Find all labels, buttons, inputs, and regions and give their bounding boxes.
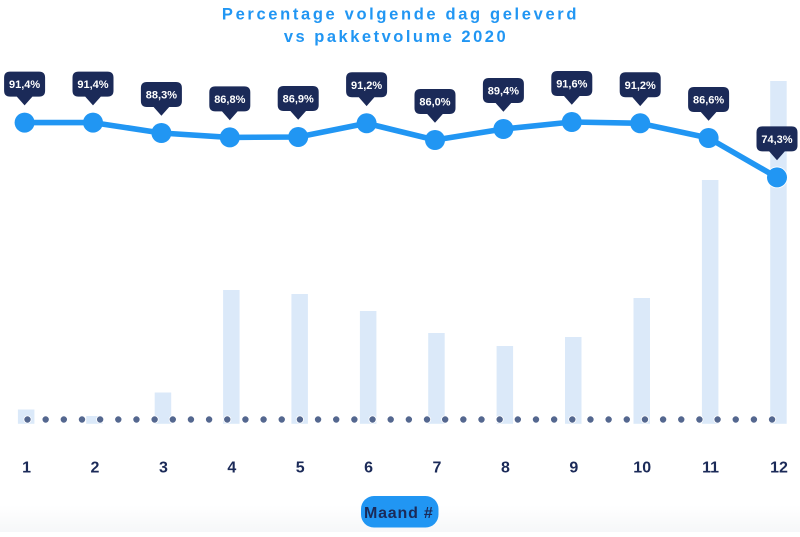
svg-text:8: 8 xyxy=(501,460,510,477)
svg-text:91,6%: 91,6% xyxy=(556,79,587,91)
svg-text:89,4%: 89,4% xyxy=(488,86,519,98)
svg-text:74,3%: 74,3% xyxy=(761,134,792,146)
svg-text:6: 6 xyxy=(364,460,373,477)
svg-text:5: 5 xyxy=(296,460,305,477)
svg-text:4: 4 xyxy=(227,460,236,477)
svg-text:91,4%: 91,4% xyxy=(9,79,40,91)
svg-text:91,4%: 91,4% xyxy=(77,79,108,91)
svg-text:9: 9 xyxy=(569,460,578,477)
svg-text:10: 10 xyxy=(633,460,651,477)
svg-text:86,9%: 86,9% xyxy=(283,94,314,106)
svg-text:12: 12 xyxy=(770,460,788,477)
svg-text:86,8%: 86,8% xyxy=(214,94,245,106)
svg-text:7: 7 xyxy=(433,460,442,477)
svg-text:2: 2 xyxy=(91,460,100,477)
svg-text:Maand #: Maand # xyxy=(364,505,434,522)
svg-text:3: 3 xyxy=(159,460,168,477)
svg-text:vs pakketvolume 2020: vs pakketvolume 2020 xyxy=(284,28,508,46)
svg-text:91,2%: 91,2% xyxy=(351,80,382,92)
svg-text:11: 11 xyxy=(702,460,719,477)
svg-text:91,2%: 91,2% xyxy=(625,80,656,92)
svg-text:1: 1 xyxy=(22,460,31,477)
svg-text:86,6%: 86,6% xyxy=(693,95,724,107)
svg-text:86,0%: 86,0% xyxy=(419,97,450,109)
svg-text:Percentage volgende dag geleve: Percentage volgende dag geleverd xyxy=(222,5,579,23)
svg-text:88,3%: 88,3% xyxy=(146,90,177,102)
